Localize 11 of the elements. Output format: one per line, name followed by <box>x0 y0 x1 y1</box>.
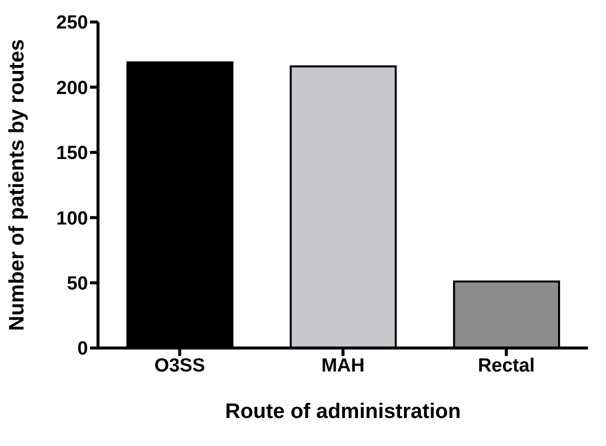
y-tick-label: 100 <box>56 208 88 230</box>
y-tick-label: 200 <box>56 78 88 99</box>
y-tick-label: 50 <box>66 274 88 295</box>
x-tick-label: MAH <box>321 355 365 376</box>
y-tick-label: 0 <box>77 338 88 360</box>
y-axis-title: Number of patients by routes <box>5 39 28 331</box>
x-tick-label: O3SS <box>154 355 206 376</box>
x-axis-title: Route of administration <box>225 400 461 423</box>
y-tick-label: 250 <box>56 12 88 34</box>
x-tick-label: Rectal <box>478 355 535 376</box>
y-tick-label: 150 <box>56 143 88 164</box>
